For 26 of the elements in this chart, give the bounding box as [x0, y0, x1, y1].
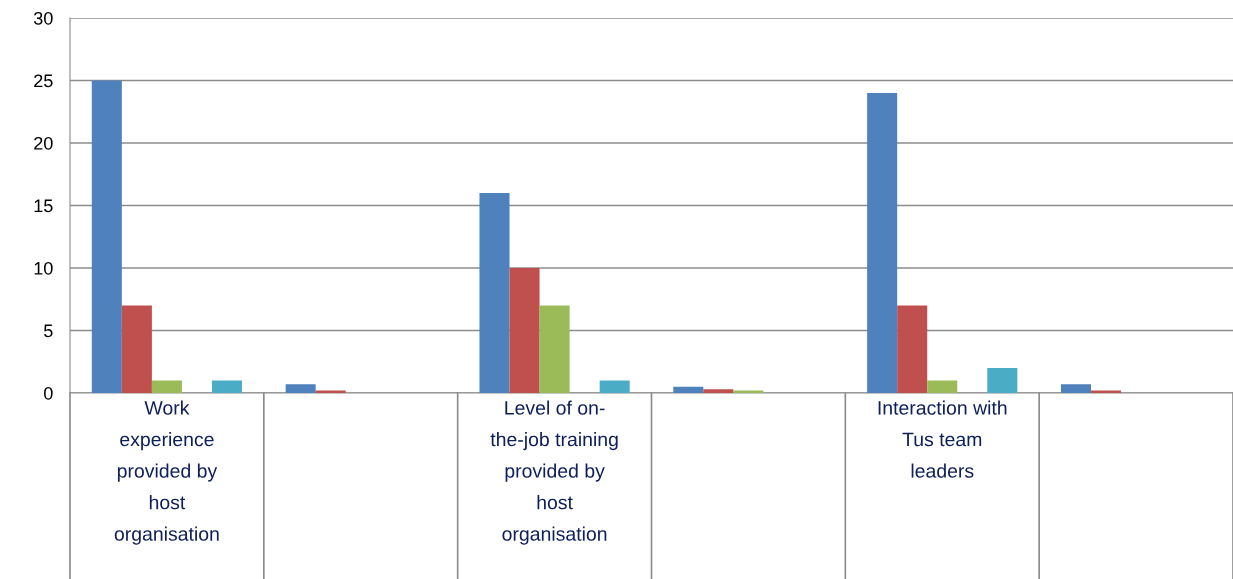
bar	[539, 305, 570, 393]
bar	[1060, 384, 1092, 393]
y-tick-label: 10	[34, 261, 53, 275]
y-tick-label: 30	[33, 11, 53, 25]
y-tick-label: 15	[34, 199, 53, 213]
bar	[599, 380, 630, 393]
x-tick-label: Interaction with Tus team leaders	[878, 400, 1007, 478]
bar	[927, 380, 958, 393]
bar	[285, 384, 316, 393]
bar	[867, 93, 898, 393]
bar	[479, 193, 510, 393]
x-tick-label: Work experience provided by host organisation	[114, 400, 219, 545]
bar	[211, 380, 243, 393]
bar	[151, 380, 182, 393]
y-tick-label: 20	[34, 136, 53, 150]
y-tick-label: 0	[44, 386, 53, 400]
y-tick-label: 25	[34, 74, 53, 88]
y-tick-label: 5	[44, 324, 53, 338]
bar	[897, 305, 928, 393]
bar	[703, 389, 734, 393]
x-tick-label: Level of on- the-job training provided by host organisation	[490, 400, 618, 545]
bar	[509, 268, 540, 393]
bar	[91, 80, 122, 393]
bar	[121, 305, 152, 393]
bar	[673, 386, 704, 393]
bar	[987, 368, 1018, 393]
